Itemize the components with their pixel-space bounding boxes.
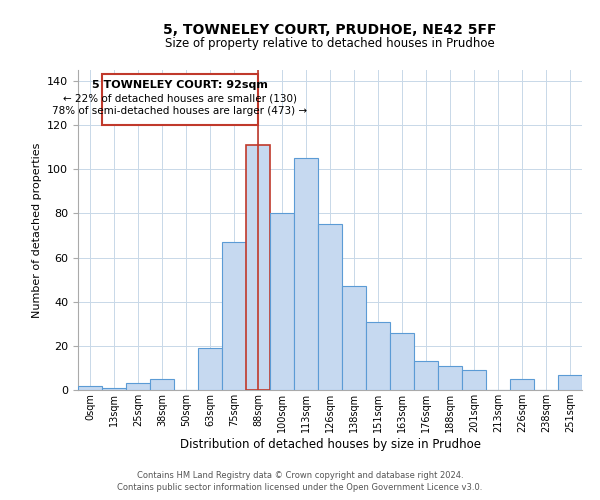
Text: Contains HM Land Registry data © Crown copyright and database right 2024.: Contains HM Land Registry data © Crown c… (137, 471, 463, 480)
Bar (342, 286, 366, 390)
Text: Contains public sector information licensed under the Open Government Licence v3: Contains public sector information licen… (118, 484, 482, 492)
Bar (126, 384, 150, 390)
Bar (462, 370, 486, 390)
Bar (318, 224, 342, 390)
X-axis label: Distribution of detached houses by size in Prudhoe: Distribution of detached houses by size … (179, 438, 481, 450)
Bar (390, 332, 414, 390)
Bar (294, 158, 318, 390)
Text: ← 22% of detached houses are smaller (130): ← 22% of detached houses are smaller (13… (63, 93, 297, 103)
Text: 5 TOWNELEY COURT: 92sqm: 5 TOWNELEY COURT: 92sqm (92, 80, 268, 90)
Y-axis label: Number of detached properties: Number of detached properties (32, 142, 41, 318)
Bar (414, 362, 438, 390)
Bar (198, 348, 222, 390)
Bar (366, 322, 390, 390)
Bar (438, 366, 462, 390)
Bar (222, 242, 246, 390)
Bar (510, 379, 534, 390)
Text: 78% of semi-detached houses are larger (473) →: 78% of semi-detached houses are larger (… (52, 106, 308, 117)
FancyBboxPatch shape (102, 74, 258, 125)
Bar (78, 386, 102, 390)
Bar (246, 145, 270, 390)
Bar (102, 388, 126, 390)
Bar (150, 379, 174, 390)
Bar (558, 374, 582, 390)
Bar (270, 214, 294, 390)
Text: Size of property relative to detached houses in Prudhoe: Size of property relative to detached ho… (165, 38, 495, 51)
Text: 5, TOWNELEY COURT, PRUDHOE, NE42 5FF: 5, TOWNELEY COURT, PRUDHOE, NE42 5FF (163, 22, 497, 36)
